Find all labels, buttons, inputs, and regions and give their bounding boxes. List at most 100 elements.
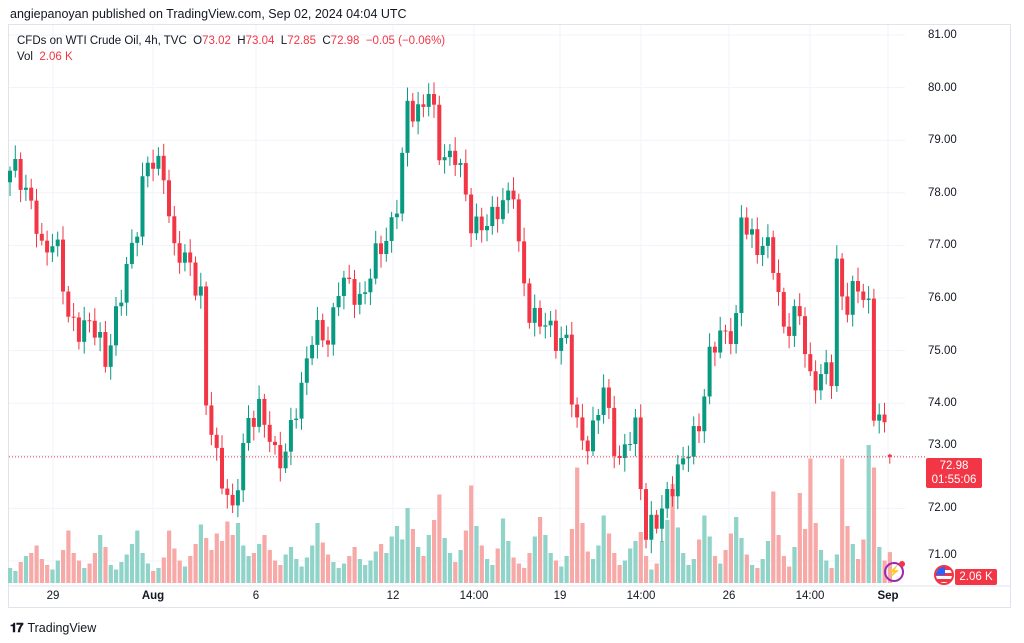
- time-axis-label: Aug: [141, 590, 165, 602]
- candle-body: [246, 417, 251, 444]
- volume-bar: [108, 565, 113, 583]
- candle-body: [797, 306, 802, 317]
- candle-body: [522, 241, 527, 284]
- candle-body: [241, 443, 246, 491]
- time-axis-label: 6: [252, 590, 260, 602]
- candle-body: [887, 454, 892, 457]
- time-axis-label: 14:00: [795, 590, 825, 602]
- volume-bar: [850, 544, 855, 583]
- volume-bar: [235, 523, 241, 583]
- volume-bar: [209, 550, 214, 583]
- volume-bar: [442, 538, 447, 583]
- candle-body: [204, 286, 209, 406]
- candle-body: [66, 291, 71, 317]
- candle-body: [633, 417, 638, 445]
- candle-body: [151, 162, 156, 169]
- volume-bar: [633, 541, 638, 583]
- volume-bar: [792, 547, 797, 583]
- volume-bar: [548, 553, 553, 583]
- volume-bar: [198, 524, 203, 583]
- candle-body: [257, 398, 262, 427]
- price-axis-label: 75.00: [928, 344, 957, 357]
- candle-body: [824, 362, 829, 375]
- volume-bar: [559, 566, 564, 583]
- candle-body: [580, 417, 585, 441]
- candle-body: [500, 200, 505, 220]
- candle-body: [840, 258, 845, 297]
- volume-label: Vol: [17, 51, 33, 63]
- candle-body: [267, 424, 272, 442]
- volume-bar: [781, 556, 786, 583]
- volume-bar: [347, 556, 352, 583]
- volume-bar: [204, 538, 209, 583]
- candle-body: [129, 242, 134, 264]
- volume-bar: [803, 529, 808, 583]
- candle-body: [543, 325, 548, 327]
- volume-bar: [188, 556, 193, 583]
- volume-bar: [145, 563, 150, 583]
- volume-bar: [400, 539, 405, 583]
- volume-bar: [368, 560, 373, 583]
- chart-frame[interactable]: [8, 24, 1011, 608]
- candle-body: [8, 170, 12, 183]
- candle-body: [659, 508, 664, 529]
- volume-bar: [357, 559, 362, 583]
- candle-body: [675, 464, 680, 497]
- chart-legend: CFDs on WTI Crude Oil, 4h, TVC O73.02 H7…: [17, 33, 445, 65]
- symbol-name[interactable]: CFDs on WTI Crude Oil, 4h, TVC: [17, 35, 187, 47]
- candle-body: [792, 306, 797, 336]
- volume-bar: [485, 559, 490, 583]
- volume-bar: [29, 553, 34, 583]
- volume-bar: [824, 560, 829, 583]
- candle-body: [559, 337, 564, 351]
- candle-body: [490, 206, 495, 227]
- candle-body: [389, 217, 394, 241]
- lightning-icon[interactable]: ⚡: [884, 561, 905, 582]
- volume-bar: [352, 547, 357, 583]
- candle-body: [98, 332, 103, 338]
- tradingview-logo-icon[interactable]: 𝟏𝟕: [10, 620, 24, 635]
- candle-body: [765, 237, 770, 246]
- candle-body: [654, 514, 659, 529]
- candle-body: [426, 94, 431, 107]
- candle-body: [45, 240, 50, 253]
- volume-bar: [728, 533, 733, 583]
- candle-body: [739, 217, 744, 314]
- candle-body: [156, 155, 161, 169]
- candle-body: [357, 293, 362, 305]
- volume-bar: [384, 553, 389, 583]
- last-price: 72.98: [939, 460, 969, 472]
- candle-body: [140, 176, 145, 237]
- candle-body: [299, 382, 304, 419]
- candle-body: [617, 455, 622, 458]
- volume-bar: [469, 485, 474, 583]
- volume-bar: [447, 553, 453, 583]
- time-axis-label: 19: [553, 590, 567, 602]
- us-flag-icon[interactable]: [934, 565, 954, 585]
- volume-bar: [241, 545, 246, 583]
- candle-body: [400, 152, 405, 214]
- candle-body: [310, 344, 315, 359]
- volume-bar: [278, 565, 283, 583]
- price-axis-label: 81.00: [928, 29, 957, 41]
- time-axis-label: 14:00: [626, 590, 656, 602]
- volume-bar: [686, 565, 691, 583]
- candle-body: [235, 490, 240, 506]
- price-axis-label: 80.00: [928, 81, 957, 94]
- candle-body: [712, 346, 717, 353]
- volume-bar: [161, 557, 166, 583]
- volume-bar: [458, 550, 463, 583]
- volume-bar: [490, 565, 495, 583]
- candle-body: [379, 243, 383, 255]
- candle-body: [702, 396, 707, 432]
- volume-bar: [405, 508, 410, 583]
- price-axis-label: 72.00: [928, 502, 957, 515]
- low-label: L: [280, 35, 288, 47]
- candle-body: [416, 104, 421, 122]
- candle-body: [193, 262, 198, 296]
- volume-bar: [516, 563, 521, 583]
- volume-bar: [13, 571, 18, 583]
- volume-bar: [39, 559, 44, 583]
- volume-bar: [591, 559, 596, 583]
